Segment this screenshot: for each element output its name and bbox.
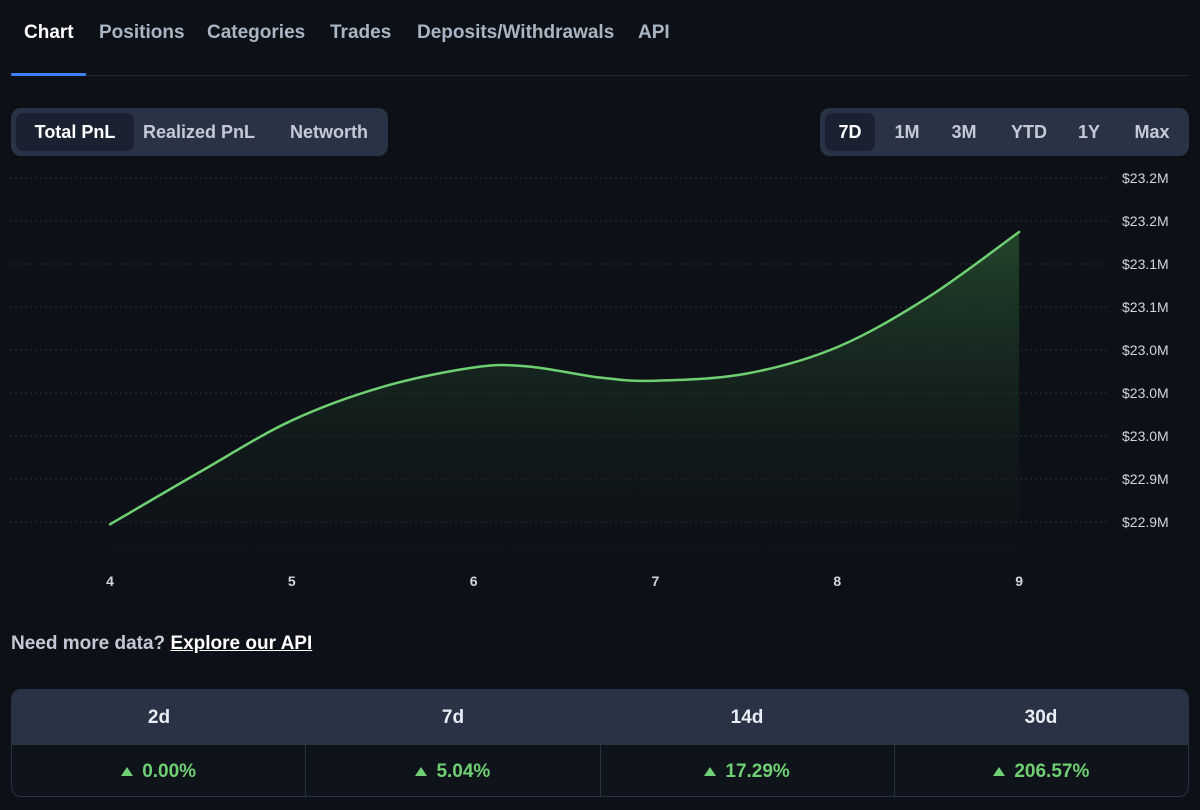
api-prompt-text: Need more data? [11,633,166,654]
x-tick-label: 8 [833,573,841,589]
range-3m-button[interactable]: 3M [951,121,977,142]
y-tick-label: $23.0M [1122,428,1169,444]
metric-networth-button[interactable]: Networth [290,121,368,142]
tab-trades[interactable]: Trades [330,22,392,43]
tab-positions[interactable]: Positions [99,22,185,43]
top-tabs: Chart Positions Categories Trades Deposi… [11,0,1189,76]
header-2d: 2d [147,706,171,728]
value-7d: 5.04% [306,745,601,796]
table-header-row: 2d 7d 14d 30d [12,690,1188,745]
up-triangle-icon [415,767,428,776]
up-triangle-icon [704,767,717,776]
range-1y-button[interactable]: 1Y [1077,121,1101,142]
x-tick-label: 4 [106,573,114,589]
tab-categories[interactable]: Categories [207,22,306,43]
tab-deposits-withdrawals[interactable]: Deposits/Withdrawals [417,22,615,43]
y-tick-label: $23.0M [1122,342,1169,358]
metric-realized-pnl-button[interactable]: Realized PnL [142,121,256,142]
range-1m-button[interactable]: 1M [894,121,920,142]
x-tick-label: 9 [1015,573,1023,589]
chart-area [108,230,1021,560]
y-axis-labels: $23.2M $23.2M $23.1M $23.1M $23.0M $23.0M $23.… [1122,170,1169,530]
y-tick-label: $23.1M [1122,256,1169,272]
range-toggle: 7D 1M 3M YTD 1Y Max [820,108,1189,156]
range-ytd-button[interactable]: YTD [1011,121,1047,142]
value-14d-text: 17.29% [725,760,790,782]
header-14d: 14d [730,706,764,728]
y-tick-label: $23.2M [1122,170,1169,186]
area-fill [110,231,1020,560]
value-30d-text: 206.57% [1014,760,1090,782]
x-tick-label: 6 [470,573,478,589]
tab-chart[interactable]: Chart [24,22,74,43]
active-tab-indicator [11,73,86,76]
metric-toggle: Total PnL Realized PnL Networth [11,108,388,156]
value-14d: 17.29% [601,745,895,796]
y-tick-label: $22.9M [1122,514,1169,530]
x-tick-label: 5 [288,573,296,589]
pnl-line [108,230,1021,526]
y-tick-label: $23.2M [1122,213,1169,229]
header-30d: 30d [1024,706,1058,728]
range-7d-button[interactable]: 7D [825,113,875,151]
pnl-chart: $23.2M $23.2M $23.1M $23.1M $23.0M $23.0M $23.… [10,170,1169,589]
value-7d-text: 5.04% [436,760,491,782]
range-max-button[interactable]: Max [1134,121,1170,142]
table-value-row: 0.00% 5.04% 17.29% 206.57% [12,745,1188,796]
value-2d-text: 0.00% [142,760,197,782]
y-tick-label: $22.9M [1122,471,1169,487]
y-tick-label: $23.1M [1122,299,1169,315]
up-triangle-icon [993,767,1006,776]
y-tick-label: $23.0M [1122,385,1169,401]
up-triangle-icon [121,767,134,776]
metric-total-pnl-button[interactable]: Total PnL [16,113,134,151]
explore-api-link[interactable]: Explore our API [170,633,313,654]
x-axis-labels: 4 5 6 7 8 9 [106,573,1023,589]
tab-api[interactable]: API [638,22,670,43]
pnl-change-table: 2d 7d 14d 30d 0.00% 5.04% 17.29% 206.57% [11,689,1189,797]
x-tick-label: 7 [652,573,660,589]
header-7d: 7d [441,706,465,728]
api-prompt: Need more data? Explore our API [11,633,312,655]
value-2d: 0.00% [12,745,307,796]
value-30d: 206.57% [895,745,1188,796]
